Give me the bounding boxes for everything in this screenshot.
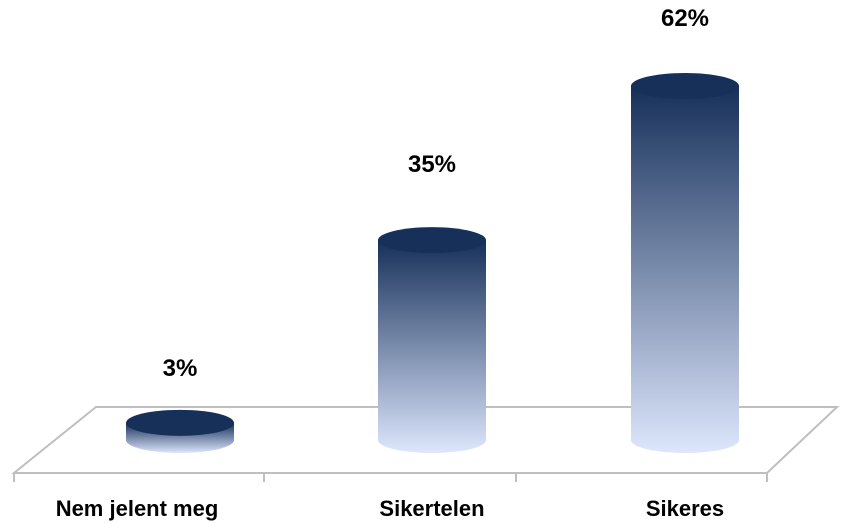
bar-top <box>631 73 739 99</box>
bar-body <box>378 240 486 453</box>
data-label-sikertelen: 35% <box>408 151 456 178</box>
labels-group: 3% Nem jelent meg 35% Sikertelen 62% Sikeres <box>56 5 724 521</box>
data-label-sikeres: 62% <box>661 5 709 32</box>
x-tick-label-sikeres: Sikeres <box>646 496 724 521</box>
bars-group <box>126 73 739 453</box>
bar-top <box>126 409 234 436</box>
data-label-nem-jelent-meg: 3% <box>163 355 198 382</box>
bar-sikeres <box>631 73 739 453</box>
x-tick-label-nem-jelent-meg: Nem jelent meg <box>56 496 219 521</box>
bar-body <box>631 86 739 453</box>
bar-top <box>378 227 486 254</box>
bar-nem-jelent-meg <box>126 409 234 453</box>
x-tick-label-sikertelen: Sikertelen <box>379 496 484 521</box>
bar-sikertelen <box>378 227 486 453</box>
